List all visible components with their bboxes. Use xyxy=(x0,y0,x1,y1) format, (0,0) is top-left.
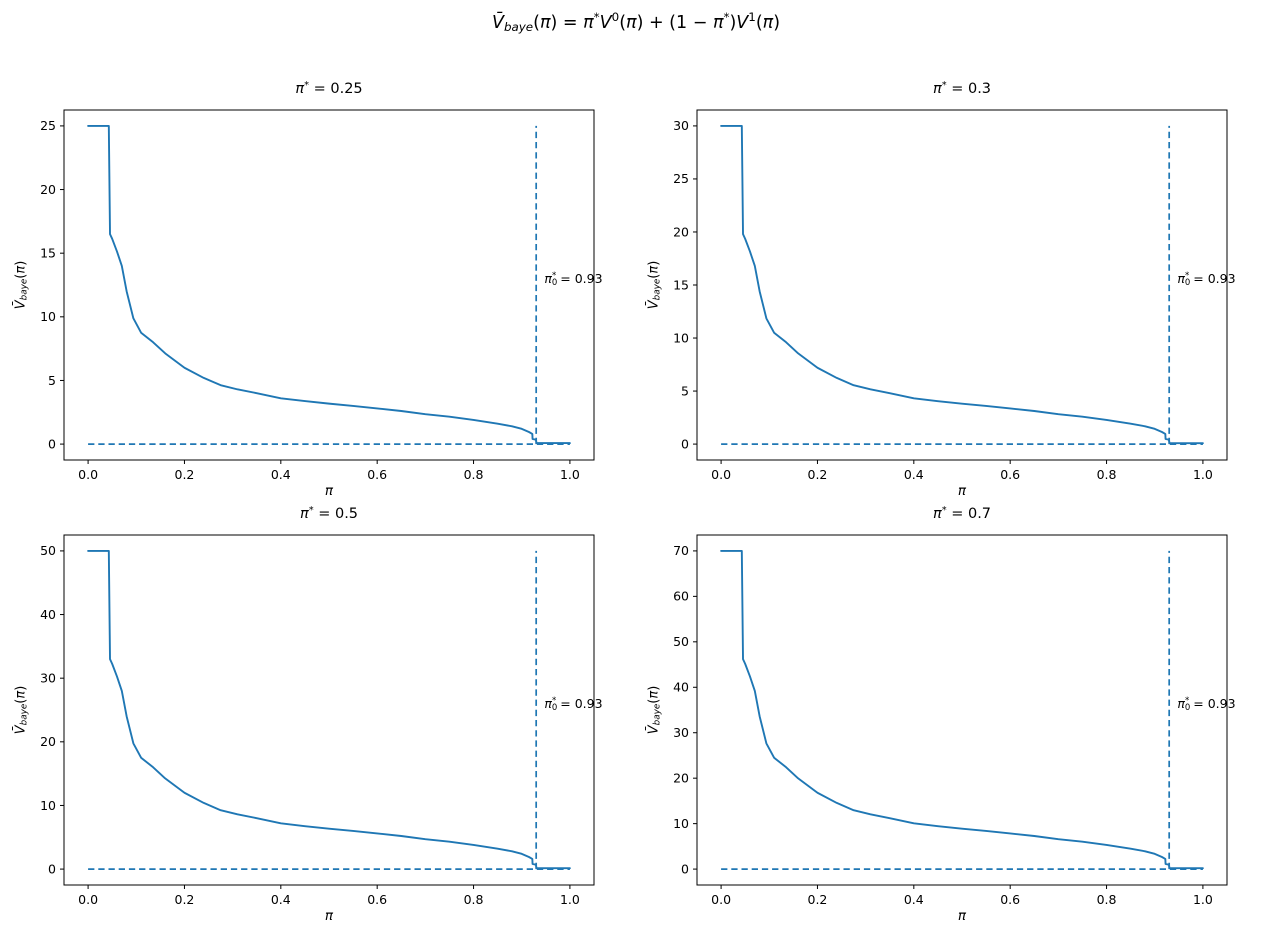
subplot-title: π* = 0.25 xyxy=(295,79,363,97)
y-tick-label: 40 xyxy=(673,680,689,695)
y-tick-label: 60 xyxy=(673,589,689,604)
y-tick-label: 10 xyxy=(40,798,56,813)
y-tick-label: 20 xyxy=(673,770,689,785)
threshold-annotation: π0* = 0.93 xyxy=(1177,695,1236,714)
x-tick-label: 0.0 xyxy=(78,892,98,907)
x-tick-label: 0.4 xyxy=(271,467,291,482)
y-tick-label: 70 xyxy=(673,543,689,558)
y-tick-label: 50 xyxy=(673,634,689,649)
y-tick-label: 0 xyxy=(48,861,56,876)
y-tick-label: 30 xyxy=(673,118,689,133)
subplot-title: π* = 0.5 xyxy=(299,504,359,522)
x-tick-label: 0.8 xyxy=(1097,467,1117,482)
y-tick-label: 5 xyxy=(681,383,689,398)
x-tick-label: 0.0 xyxy=(711,467,731,482)
figure-title: V̄baye(π) = π*V0(π) + (1 − π*)V1(π) xyxy=(491,10,781,35)
value-function-curve xyxy=(87,124,571,445)
x-tick-label: 0.8 xyxy=(464,467,484,482)
y-tick-label: 15 xyxy=(673,277,689,292)
y-tick-label: 20 xyxy=(40,182,56,197)
x-tick-label: 0.2 xyxy=(175,467,195,482)
value-function-curve xyxy=(720,549,1204,870)
y-tick-label: 0 xyxy=(48,436,56,451)
y-tick-label: 10 xyxy=(673,330,689,345)
y-tick-label: 5 xyxy=(48,373,56,388)
x-tick-label: 0.2 xyxy=(175,892,195,907)
x-tick-label: 0.2 xyxy=(808,467,828,482)
x-axis-label: π xyxy=(957,483,967,499)
x-tick-label: 0.6 xyxy=(367,892,387,907)
y-tick-label: 15 xyxy=(40,245,56,260)
x-tick-label: 0.8 xyxy=(464,892,484,907)
y-tick-label: 25 xyxy=(40,118,56,133)
y-tick-label: 30 xyxy=(673,725,689,740)
subplot-title: π* = 0.7 xyxy=(932,504,992,522)
threshold-annotation: π0* = 0.93 xyxy=(544,270,603,289)
y-tick-label: 50 xyxy=(40,543,56,558)
y-tick-label: 30 xyxy=(40,670,56,685)
value-function-curve xyxy=(87,549,571,870)
x-tick-label: 0.4 xyxy=(271,892,291,907)
value-function-curve xyxy=(720,124,1204,445)
x-tick-label: 0.2 xyxy=(808,892,828,907)
subplot-title: π* = 0.3 xyxy=(932,79,992,97)
x-tick-label: 1.0 xyxy=(1193,892,1213,907)
x-tick-label: 0.0 xyxy=(711,892,731,907)
x-tick-label: 0.6 xyxy=(1000,892,1020,907)
x-axis-label: π xyxy=(324,908,334,924)
axes-frame xyxy=(696,534,1228,886)
x-tick-label: 0.4 xyxy=(904,467,924,482)
x-axis-label: π xyxy=(324,483,334,499)
y-tick-label: 25 xyxy=(673,171,689,186)
y-tick-label: 0 xyxy=(681,436,689,451)
threshold-annotation: π0* = 0.93 xyxy=(1177,270,1236,289)
x-tick-label: 0.4 xyxy=(904,892,924,907)
y-tick-label: 20 xyxy=(40,734,56,749)
x-tick-label: 1.0 xyxy=(1193,467,1213,482)
y-tick-label: 0 xyxy=(681,861,689,876)
x-tick-label: 0.0 xyxy=(78,467,98,482)
y-tick-label: 10 xyxy=(673,816,689,831)
y-tick-label: 20 xyxy=(673,224,689,239)
x-tick-label: 0.6 xyxy=(367,467,387,482)
x-axis-label: π xyxy=(957,908,967,924)
x-tick-label: 1.0 xyxy=(560,467,580,482)
x-tick-label: 0.6 xyxy=(1000,467,1020,482)
y-tick-label: 10 xyxy=(40,309,56,324)
axes-frame xyxy=(63,109,595,461)
axes-frame xyxy=(63,534,595,886)
x-tick-label: 0.8 xyxy=(1097,892,1117,907)
x-tick-label: 1.0 xyxy=(560,892,580,907)
y-tick-label: 40 xyxy=(40,607,56,622)
threshold-annotation: π0* = 0.93 xyxy=(544,695,603,714)
